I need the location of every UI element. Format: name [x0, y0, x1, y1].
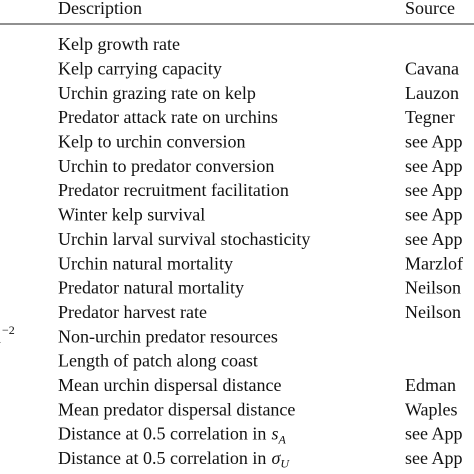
description-subscript: A [277, 432, 286, 446]
source-cell: Edman [405, 375, 456, 395]
description-cell: Predator recruitment facilitation [58, 180, 289, 200]
description-cell: Predator harvest rate [58, 302, 207, 322]
description-cell: Winter kelp survival [58, 205, 205, 225]
description-cell: Length of patch along coast [58, 351, 258, 371]
description-cell: Urchin to predator conversion [58, 156, 274, 176]
description-cell: Mean urchin dispersal distance [58, 375, 281, 395]
source-cell: see App [405, 180, 463, 200]
description-cell: Mean predator dispersal distance [58, 399, 295, 419]
header-cell: Description [58, 0, 142, 18]
source-cell: Waples [405, 399, 458, 419]
description-cell: Kelp growth rate [58, 34, 180, 54]
description-cell: Kelp carrying capacity [58, 58, 222, 78]
source-cell: see App [405, 156, 463, 176]
description-subscript: U [280, 457, 290, 471]
description-cell: Distance at 0.5 correlation in [58, 424, 266, 444]
source-cell: Neilson [405, 302, 461, 322]
description-symbol: σ [271, 448, 281, 468]
header-cell: Source [405, 0, 455, 18]
source-cell: see App [405, 229, 463, 249]
value-cell: n [0, 326, 1, 346]
source-cell: see App [405, 424, 463, 444]
description-cell: Urchin larval survival stochasticity [58, 229, 310, 249]
description-symbol: s [271, 424, 278, 444]
description-cell: Kelp to urchin conversion [58, 132, 245, 152]
value-superscript: −2 [2, 323, 15, 337]
source-cell: see App [405, 448, 463, 468]
source-cell: Tegner [405, 107, 455, 127]
source-cell: Marzlof [405, 253, 463, 273]
source-cell: see App [405, 205, 463, 225]
description-cell: Urchin natural mortality [58, 253, 233, 273]
source-cell: see App [405, 132, 463, 152]
source-cell: Cavana [405, 58, 459, 78]
source-cell: Neilson [405, 278, 461, 298]
description-cell: Urchin grazing rate on kelp [58, 83, 256, 103]
description-cell: Non-urchin predator resources [58, 326, 278, 346]
description-cell: Predator attack rate on urchins [58, 107, 278, 127]
source-cell: Lauzon [405, 83, 459, 103]
description-cell: Distance at 0.5 correlation in [58, 448, 266, 468]
description-cell: Predator natural mortality [58, 278, 244, 298]
